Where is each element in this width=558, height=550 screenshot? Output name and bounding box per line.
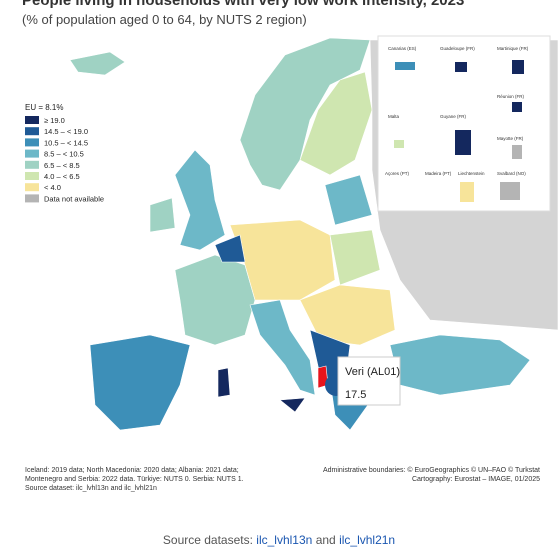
legend-label: < 4.0 <box>44 183 61 192</box>
source-line: Source datasets: ilc_lvhl13n and ilc_lvh… <box>0 533 558 547</box>
legend-swatch <box>25 160 39 169</box>
source-link[interactable]: ilc_lvhl21n <box>339 533 396 547</box>
note-line: Administrative boundaries: © EuroGeograp… <box>322 467 540 474</box>
inset-label: Malta <box>388 114 400 119</box>
tooltip-region: Veri (AL01) <box>345 366 400 378</box>
legend-swatch <box>25 183 39 192</box>
note-line: Montenegro and Serbia: 2022 data. Türkiy… <box>25 476 244 483</box>
legend-swatch <box>25 138 39 147</box>
legend-label: Data not available <box>44 194 104 203</box>
legend-swatch <box>25 127 39 136</box>
legend-title: EU = 8.1% <box>25 103 63 112</box>
tooltip-box <box>337 356 401 406</box>
source-lead: Source datasets: <box>162 533 253 547</box>
legend-label: 6.5 – < 8.5 <box>44 161 80 170</box>
inset-label: Réunion (FR) <box>497 94 525 99</box>
legend-label: ≥ 19.0 <box>44 116 65 125</box>
legend-swatch <box>25 149 39 158</box>
map: Canarias (ES) Guadeloupe (FR) Martinique (… <box>25 35 558 431</box>
source-link[interactable]: ilc_lvhl13n <box>256 533 313 547</box>
title: People living in households with very lo… <box>22 0 465 9</box>
inset-label: Madeira (PT) <box>425 171 452 176</box>
legend-swatch <box>25 116 39 124</box>
inset-label: Svalbard (NO) <box>497 171 526 176</box>
legend: EU = 8.1% ≥ 19.0 14.5 – < 19.0 10.5 – < 14.… <box>25 103 104 203</box>
legend-label: 4.0 – < 6.5 <box>44 172 80 181</box>
note-line: Cartography: Eurostat – IMAGE, 01/2025 <box>411 476 540 483</box>
legend-swatch <box>25 172 39 180</box>
note-line: Source dataset: ilc_lvhl13n and ilc_lvhl… <box>25 485 157 492</box>
source-joiner: and <box>315 533 336 547</box>
inset-label: Liechtenstein <box>458 171 485 176</box>
notes: Iceland: 2019 data; North Macedonia: 202… <box>25 466 285 493</box>
subtitle: (% of population aged 0 to 64, by NUTS 2… <box>22 12 307 27</box>
legend-swatch <box>25 194 39 203</box>
tooltip: Veri (AL01) 17.5 <box>325 356 401 406</box>
legend-label: 10.5 – < 14.5 <box>44 138 88 147</box>
tooltip-value: 17.5 <box>345 389 366 401</box>
credits: Administrative boundaries: © EuroGeograp… <box>280 466 540 484</box>
inset-label: Açores (PT) <box>385 171 410 176</box>
inset-label: Guadeloupe (FR) <box>440 46 475 51</box>
inset-label: Martinique (FR) <box>497 46 529 51</box>
inset-label: Guyane (FR) <box>440 114 467 119</box>
legend-label: 8.5 – < 10.5 <box>44 150 84 159</box>
insets-panel <box>377 35 551 212</box>
inset-labels: Canarias (ES) Guadeloupe (FR) Martinique (… <box>385 46 529 176</box>
inset-label: Mayotte (FR) <box>497 136 524 141</box>
legend-label: 14.5 – < 19.0 <box>44 127 88 136</box>
note-line: Iceland: 2019 data; North Macedonia: 202… <box>25 467 239 474</box>
inset-label: Canarias (ES) <box>388 46 417 51</box>
